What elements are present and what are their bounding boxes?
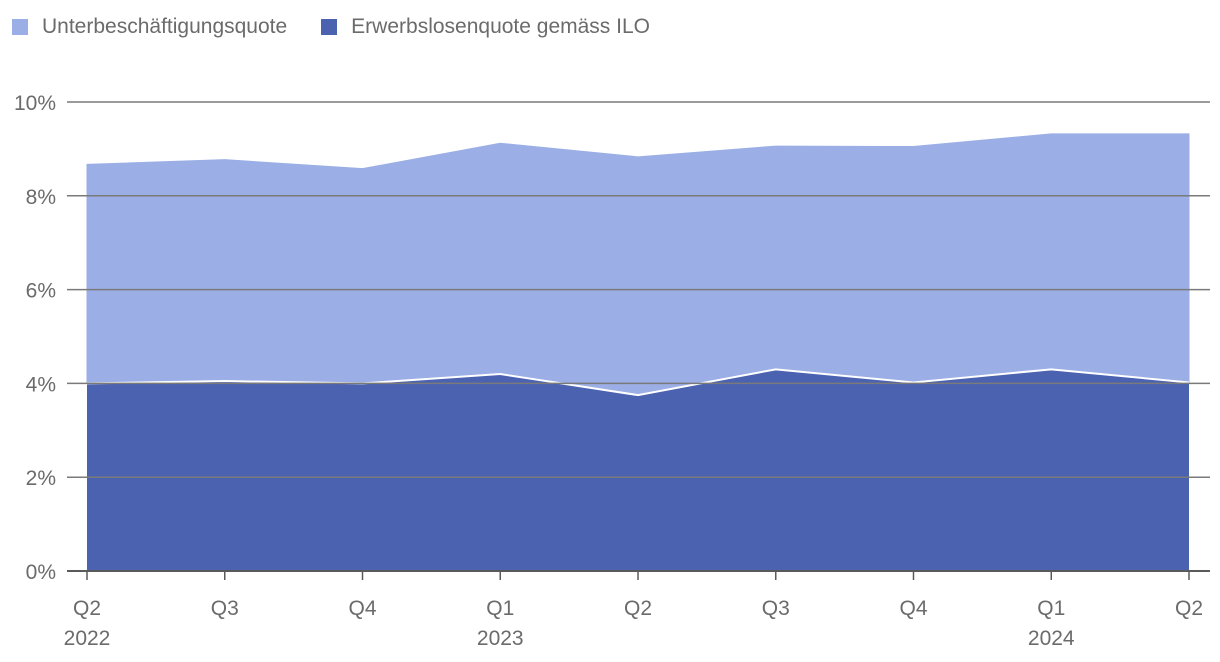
series-separator-line — [86, 368, 1190, 397]
x-year-label: 2024 — [1028, 627, 1075, 650]
area-erwerbslosenquote — [87, 369, 1189, 571]
x-tick-label: Q3 — [762, 597, 790, 620]
area-unterbeschaeftigung — [86, 133, 1190, 396]
legend-item-unterbeschaeftigung[interactable]: Unterbeschäftigungsquote — [12, 15, 287, 39]
x-tick-label: Q4 — [348, 597, 376, 620]
legend-item-erwerbslosenquote[interactable]: Erwerbslosenquote gemäss ILO — [321, 15, 650, 39]
x-tick-label: Q1 — [486, 597, 514, 620]
legend: Unterbeschäftigungsquote Erwerbslosenquo… — [12, 12, 684, 42]
legend-swatch-erwerbslosenquote — [321, 19, 338, 35]
x-tick-label: Q4 — [899, 597, 927, 620]
legend-swatch-unterbeschaeftigung — [12, 19, 28, 35]
legend-label-erwerbslosenquote: Erwerbslosenquote gemäss ILO — [351, 15, 650, 38]
x-tick-label: Q3 — [211, 597, 239, 620]
x-tick-label: Q2 — [624, 597, 652, 620]
x-year-label: 2023 — [477, 627, 524, 650]
y-tick-label: 4% — [26, 373, 56, 396]
y-tick-label: 0% — [26, 561, 56, 584]
y-tick-label: 2% — [26, 467, 56, 490]
y-tick-label: 10% — [14, 92, 56, 115]
x-year-label: 2022 — [64, 627, 111, 650]
y-tick-label: 8% — [26, 186, 56, 209]
x-tick-label: Q2 — [1175, 597, 1203, 620]
x-tick-label: Q1 — [1037, 597, 1065, 620]
legend-label-unterbeschaeftigung: Unterbeschäftigungsquote — [42, 15, 288, 38]
x-tick-label: Q2 — [73, 597, 101, 620]
y-tick-label: 6% — [26, 280, 56, 303]
